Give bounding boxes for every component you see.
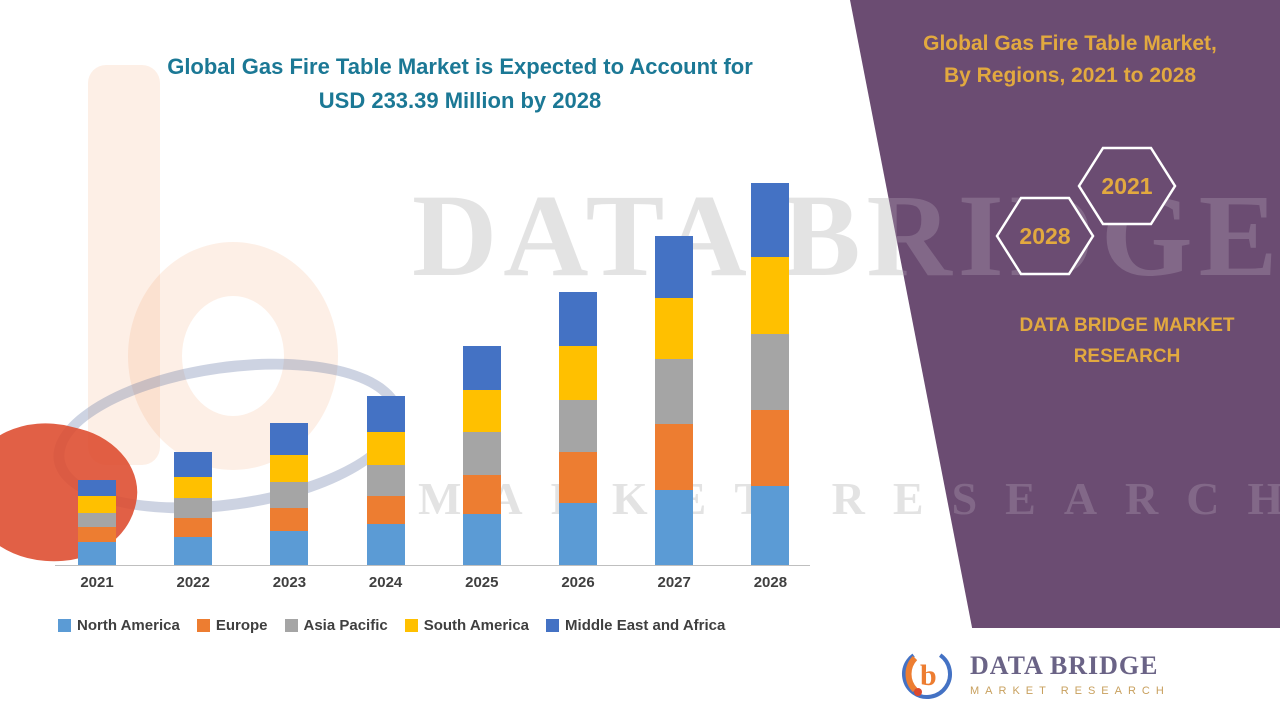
bar-segment [174, 537, 213, 565]
footer-logo-box: b DATA BRIDGE MARKET RESEARCH [868, 628, 1280, 720]
bar-segment [462, 474, 501, 515]
legend-label: Middle East and Africa [565, 617, 726, 634]
legend-label: South America [423, 617, 530, 634]
legend-label: Asia Pacific [303, 617, 388, 634]
chart-title: Global Gas Fire Table Market is Expected… [40, 50, 880, 118]
bar-segment [559, 345, 597, 400]
legend-swatch [196, 619, 210, 632]
bar-2027 [655, 236, 694, 565]
bar-segment [366, 432, 405, 466]
bar-segment [366, 496, 405, 525]
hexagon-2028-label: 2028 [1019, 223, 1070, 249]
x-axis-label: 2024 [368, 574, 403, 591]
bar-segment [174, 452, 213, 477]
x-axis-label: 2025 [465, 574, 499, 591]
hexagon-2021 [1077, 146, 1177, 226]
bar-segment [462, 514, 501, 565]
bar-segment [78, 496, 116, 513]
bar-2025 [462, 345, 501, 565]
bar-segment [655, 424, 694, 490]
chart-legend: North America Europe Asia Pacific South Ame… [58, 617, 858, 634]
bar-2026 [559, 291, 597, 565]
bar-segment [366, 396, 405, 433]
bar-segment [366, 524, 405, 565]
bar-segment [78, 512, 116, 528]
bar-segment [174, 517, 213, 538]
chart-title-line1: Global Gas Fire Table Market is Expected… [167, 54, 753, 79]
bar-2024 [366, 396, 405, 565]
bar-segment [78, 542, 116, 565]
data-bridge-logo-icon: b [902, 649, 952, 699]
year-hexagons: 2021 2028 [995, 146, 1177, 276]
bar-2021 [78, 479, 116, 565]
bar-segment [751, 486, 790, 565]
bar-segment [751, 183, 790, 258]
bar-segment [751, 257, 790, 335]
hexagon-2021-label: 2021 [1101, 173, 1152, 199]
bar-segment [751, 334, 790, 410]
bar-segment [559, 502, 597, 565]
legend-swatch [404, 619, 418, 632]
bar-segment [559, 452, 597, 503]
bar-segment [655, 358, 694, 425]
footer-logo-text: DATA BRIDGE MARKET RESEARCH [970, 651, 1170, 697]
bar-segment [462, 345, 501, 390]
x-axis-label: 2027 [657, 574, 691, 591]
legend-label: North America [77, 617, 180, 634]
legend-item: North America [58, 617, 180, 634]
bar-segment [270, 455, 309, 482]
bar-segment [462, 389, 501, 433]
legend-swatch [58, 619, 71, 632]
side-panel-brand-line1: DATA BRIDGE MARKET [1019, 315, 1235, 336]
legend-swatch [284, 619, 298, 632]
legend-item: Europe [196, 617, 268, 634]
side-panel-brand-line2: RESEARCH [1073, 346, 1181, 367]
chart-title-line2: USD 233.39 Million by 2028 [318, 88, 602, 113]
bar-segment [270, 481, 309, 508]
hexagon-2028 [995, 196, 1095, 276]
bar-segment [270, 507, 309, 531]
side-panel-heading-line1: Global Gas Fire Table Market, [923, 32, 1217, 55]
x-axis-label: 2028 [753, 574, 788, 591]
side-panel-brand: DATA BRIDGE MARKET RESEARCH [988, 310, 1266, 372]
side-panel-heading: Global Gas Fire Table Market, By Regions… [888, 28, 1252, 92]
bar-2023 [270, 422, 309, 565]
bar-segment [174, 497, 213, 518]
bar-segment [559, 399, 597, 453]
x-axis-label: 2026 [561, 574, 595, 591]
logo-b-glyph: b [920, 659, 937, 692]
legend-label: Europe [215, 617, 268, 634]
x-axis-label: 2023 [272, 574, 307, 591]
legend-item: South America [404, 617, 530, 634]
side-panel-heading-line2: By Regions, 2021 to 2028 [943, 64, 1197, 87]
legend-swatch [546, 619, 560, 632]
legend-item: Asia Pacific [284, 617, 388, 634]
bar-segment [78, 479, 116, 497]
bar-segment [462, 432, 501, 475]
bar-segment [270, 422, 309, 456]
footer-brand-subtitle: MARKET RESEARCH [970, 685, 1170, 697]
bar-segment [559, 291, 597, 346]
bar-segment [751, 409, 790, 487]
x-axis-label: 2022 [176, 574, 210, 591]
bar-segment [366, 465, 405, 497]
bar-segment [270, 530, 309, 565]
footer-brand-name: DATA BRIDGE [970, 651, 1159, 680]
bar-2028 [751, 183, 790, 565]
bar-2022 [174, 452, 213, 565]
bar-segment [655, 236, 694, 299]
bar-segment [655, 489, 694, 565]
bar-segment [78, 527, 116, 543]
bar-segment [174, 476, 213, 498]
x-axis-label: 2021 [80, 574, 114, 591]
legend-item: Middle East and Africa [546, 617, 725, 634]
bar-segment [655, 298, 694, 359]
stacked-bar-chart: 2021 2022 2023 2024 2025 2026 2027 2028 [55, 150, 810, 591]
